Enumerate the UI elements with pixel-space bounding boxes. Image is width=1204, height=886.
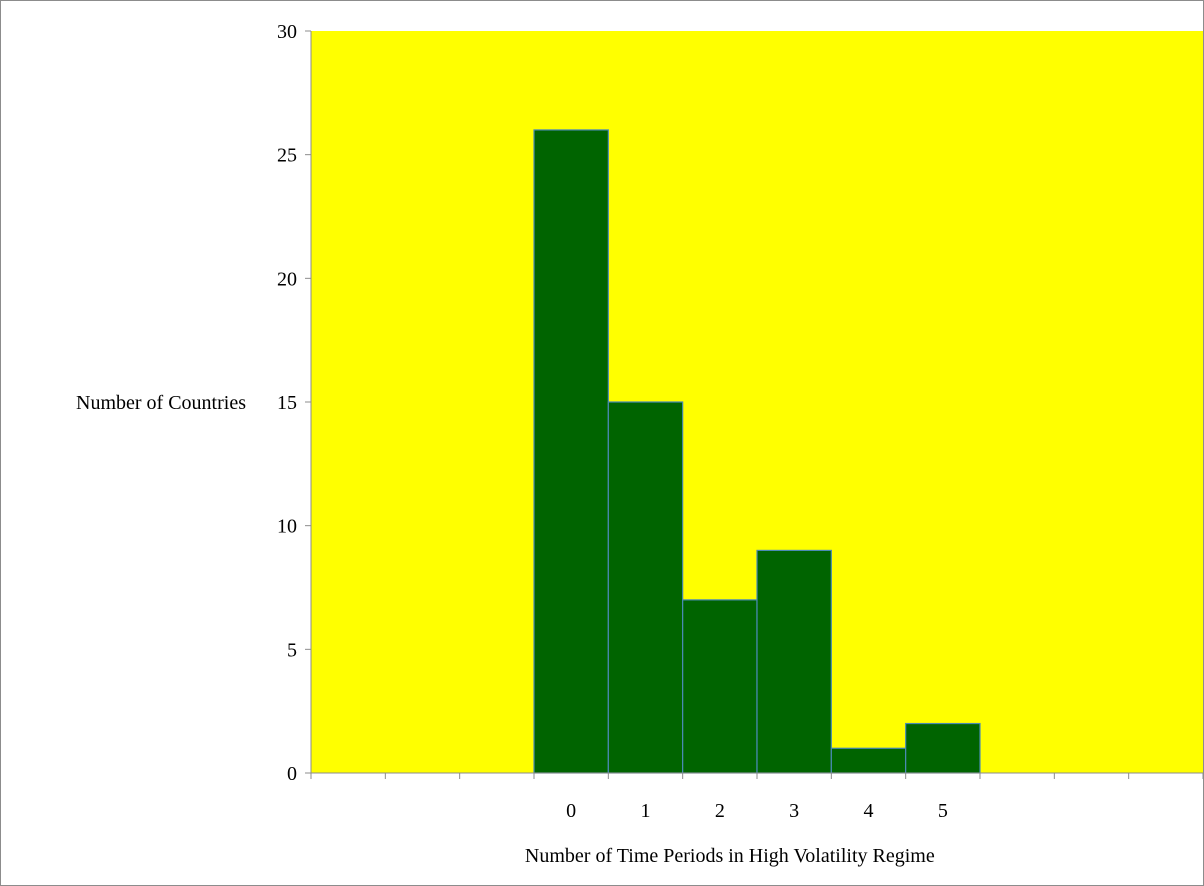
y-tick-label: 5 — [287, 639, 297, 661]
y-tick-label: 25 — [277, 145, 297, 167]
bars-group — [533, 129, 981, 774]
x-tick-label: 1 — [641, 800, 651, 822]
x-tick-labels: 0 1 2 3 4 5 — [566, 800, 948, 822]
y-axis-label: Number of Countries — [76, 392, 246, 414]
bar-3 — [756, 549, 832, 774]
y-tick-label: 30 — [277, 21, 297, 43]
x-axis-label: Number of Time Periods in High Volatilit… — [525, 845, 935, 867]
x-tick-label: 3 — [789, 800, 799, 822]
x-tick-label: 4 — [864, 800, 874, 822]
axes-group — [305, 30, 1204, 779]
x-tick-label: 0 — [566, 800, 576, 822]
y-tick-labels: 0 5 10 15 20 25 30 — [277, 21, 297, 785]
y-tick-label: 0 — [287, 763, 297, 785]
bar-1 — [607, 401, 684, 774]
x-tick-label: 2 — [715, 800, 725, 822]
y-tick-label: 10 — [277, 516, 297, 538]
y-tick-label: 15 — [277, 392, 297, 414]
x-tick-label: 5 — [938, 800, 948, 822]
bar-4 — [830, 747, 907, 774]
bar-0 — [533, 129, 609, 774]
y-tick-label: 20 — [277, 268, 297, 290]
bar-5 — [905, 722, 981, 774]
bar-2 — [682, 599, 758, 774]
